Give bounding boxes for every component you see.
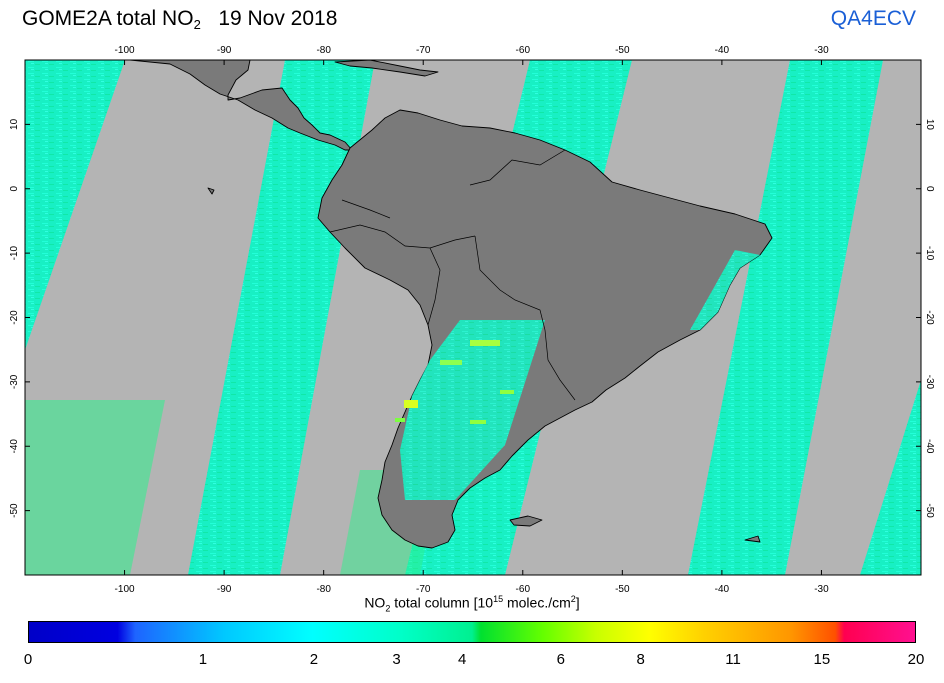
colorbar-tick-4: 4	[458, 651, 467, 668]
lat-right-label-6: -50	[924, 503, 935, 518]
colorbar	[28, 621, 916, 643]
lon-top-label-1: -90	[217, 45, 232, 56]
map-panel: -100 -90 -80 -70 -60 -50 -40 -30 -100 -90 -80 -70-…	[9, 45, 935, 595]
colorbar-tick-11: 11	[725, 651, 741, 668]
lat-right-label-2: -10	[924, 246, 935, 261]
map-title: GOME2A total NO2 19 Nov 2018	[22, 7, 337, 32]
swath-1	[25, 60, 125, 350]
lat-labels-left: 10 0 -10 -20 -30 -40 -50	[9, 118, 20, 517]
lat-left-label-3: -20	[9, 310, 20, 325]
lat-labels-right: 10 0 -10 -20 -30 -40 -50	[924, 119, 935, 518]
lon-bottom-label-4: -60	[516, 584, 531, 595]
title-date: 19 Nov 2018	[218, 7, 338, 30]
land-caribbean	[334, 60, 439, 77]
lat-right-label-0: 10	[924, 119, 935, 131]
lon-top-label-3: -70	[416, 45, 431, 56]
map-content	[25, 60, 921, 575]
lat-right-label-1: 0	[924, 186, 935, 192]
lon-bottom-label-1: -90	[217, 584, 232, 595]
colorbar-tick-3: 3	[392, 651, 401, 668]
enhanced-spots	[395, 340, 514, 424]
colorbar-label-pre: NO	[364, 594, 386, 611]
title-subscript: 2	[193, 17, 201, 32]
lon-top-label-2: -80	[316, 45, 331, 56]
lon-bottom-label-5: -50	[615, 584, 630, 595]
colorbar-tick-2: 2	[309, 651, 319, 668]
brand-label: QA4ECV	[830, 7, 916, 30]
lon-bottom-label-2: -80	[316, 584, 331, 595]
lon-labels-bottom: -100 -90 -80 -70 -60 -50 -40 -30	[115, 584, 830, 595]
colorbar-tick-8: 8	[636, 651, 645, 668]
lon-bottom-label-0: -100	[115, 584, 135, 595]
colorbar-tick-20: 20	[907, 651, 925, 668]
lon-bottom-label-3: -70	[416, 584, 431, 595]
colorbar-label-sub: 2	[385, 603, 391, 614]
land-north-america	[129, 60, 353, 151]
colorbar-tick-15: 15	[813, 651, 831, 668]
frame-ticks	[25, 60, 921, 575]
swath-over-land	[400, 320, 545, 500]
swath-over-brazil	[690, 250, 760, 330]
lat-left-label-1: 0	[9, 186, 20, 192]
title-text: GOME2A total NO	[22, 7, 194, 30]
lon-top-label-7: -30	[814, 45, 829, 56]
land-south-georgia	[744, 535, 761, 543]
colorbar-label-sup1: 15	[493, 594, 504, 604]
lat-right-label-5: -40	[924, 439, 935, 454]
country-borders	[329, 149, 576, 401]
colorbar-tick-0: 0	[23, 651, 33, 668]
lon-top-label-6: -40	[715, 45, 730, 56]
colorbar-label-post: ]	[575, 594, 580, 611]
colorbar-label-sup2: 2	[570, 594, 576, 604]
land-galapagos	[207, 187, 215, 195]
lat-right-label-3: -20	[924, 310, 935, 325]
swath-6	[25, 400, 165, 575]
lat-left-label-6: -50	[9, 503, 20, 518]
lat-left-label-5: -40	[9, 439, 20, 454]
lat-right-label-4: -30	[924, 375, 935, 390]
lon-top-label-0: -100	[115, 45, 135, 56]
colorbar-label-mid: total column [10	[390, 594, 494, 611]
colorbar-tick-1: 1	[198, 651, 208, 668]
swath-4	[688, 60, 883, 575]
lon-bottom-label-6: -40	[715, 584, 730, 595]
land-falklands	[509, 515, 543, 527]
lat-left-label-2: -10	[9, 245, 20, 260]
colorbar-label-mid2: molec./cm	[503, 594, 571, 611]
lon-top-label-5: -50	[615, 45, 630, 56]
lat-left-label-0: 10	[9, 118, 20, 130]
swath-5	[860, 380, 921, 575]
colorbar-tick-6: 6	[556, 651, 565, 668]
lon-labels-top: -100 -90 -80 -70 -60 -50 -40 -30	[115, 45, 830, 56]
lon-top-label-4: -60	[516, 45, 531, 56]
lat-left-label-4: -30	[9, 374, 20, 389]
lon-bottom-label-7: -30	[814, 584, 829, 595]
colorbar-label: NO2 total column [1015 molec./cm2]	[0, 594, 944, 613]
